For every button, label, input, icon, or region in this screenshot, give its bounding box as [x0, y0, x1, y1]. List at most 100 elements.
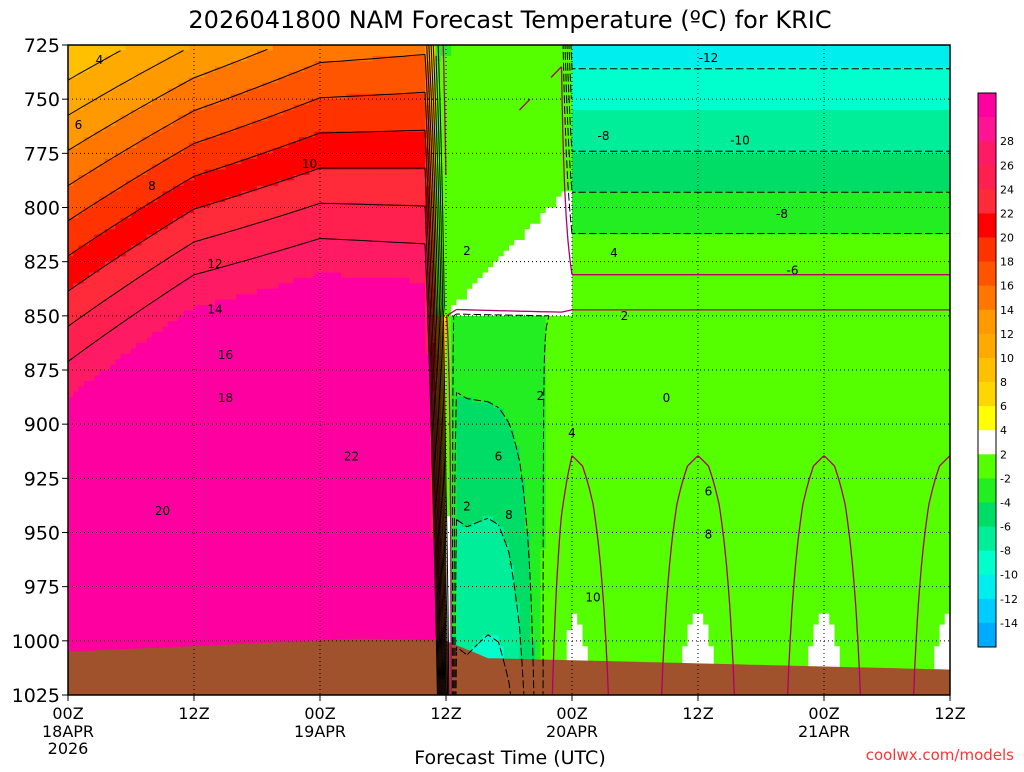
temperature-cell — [136, 110, 142, 116]
temperature-cell — [136, 197, 142, 203]
temperature-cell — [68, 587, 74, 593]
temperature-cell — [89, 375, 95, 381]
temperature-cell — [142, 229, 148, 235]
temperature-cell — [100, 180, 106, 186]
temperature-cell — [73, 343, 79, 349]
temperature-cell — [94, 289, 100, 295]
temperature-cell — [115, 533, 121, 539]
temperature-cell — [136, 641, 142, 647]
temperature-cell — [68, 576, 74, 582]
temperature-cell — [110, 386, 116, 392]
temperature-cell — [142, 538, 148, 544]
temperature-cell — [110, 99, 116, 105]
temperature-cell — [115, 208, 121, 214]
temperature-cell — [89, 446, 95, 452]
temperature-cell — [142, 619, 148, 625]
temperature-cell — [68, 229, 74, 235]
temperature-cell — [121, 191, 127, 197]
temperature-cell — [94, 484, 100, 490]
temperature-cell — [79, 592, 85, 598]
temperature-cell — [121, 527, 127, 533]
temperature-cell — [68, 440, 74, 446]
temperature-cell — [105, 478, 111, 484]
temperature-cell — [115, 598, 121, 604]
temperature-cell — [110, 164, 116, 170]
temperature-cell — [115, 197, 121, 203]
temperature-cell — [152, 608, 158, 614]
temperature-cell — [147, 625, 153, 631]
temperature-cell — [105, 175, 111, 181]
temperature-cell — [115, 235, 121, 241]
temperature-cell — [84, 327, 90, 333]
temperature-cell — [73, 403, 79, 409]
temperature-cell — [94, 424, 100, 430]
temperature-cell — [152, 489, 158, 495]
temperature-cell — [100, 224, 106, 230]
temperature-cell — [115, 522, 121, 528]
temperature-cell — [115, 489, 121, 495]
temperature-cell — [100, 153, 106, 159]
temperature-cell — [115, 126, 121, 132]
temperature-cell — [73, 137, 79, 143]
temperature-cell — [84, 538, 90, 544]
temperature-cell — [84, 191, 90, 197]
temperature-cell — [89, 78, 95, 84]
temperature-cell — [94, 603, 100, 609]
temperature-cell — [121, 262, 127, 268]
temperature-cell — [110, 397, 116, 403]
temperature-cell — [126, 83, 132, 89]
temperature-cell — [89, 419, 95, 425]
temperature-cell — [121, 175, 127, 181]
temperature-cell — [147, 386, 153, 392]
temperature-cell — [121, 608, 127, 614]
temperature-cell — [68, 197, 74, 203]
temperature-cell — [147, 148, 153, 154]
temperature-cell — [157, 614, 163, 620]
temperature-cell — [147, 321, 153, 327]
temperature-cell — [110, 522, 116, 528]
temperature-cell — [89, 283, 95, 289]
temperature-cell — [105, 170, 111, 176]
temperature-cell — [136, 88, 142, 94]
temperature-cell — [100, 430, 106, 436]
temperature-cell — [157, 489, 163, 495]
temperature-cell — [115, 625, 121, 631]
temperature-cell — [105, 137, 111, 143]
temperature-cell — [147, 256, 153, 262]
temperature-cell — [131, 305, 137, 311]
temperature-cell — [121, 310, 127, 316]
temperature-cell — [147, 511, 153, 517]
temperature-cell — [157, 278, 163, 284]
temperature-cell — [157, 570, 163, 576]
temperature-cell — [121, 273, 127, 279]
temperature-cell — [89, 50, 95, 56]
temperature-cell — [152, 121, 158, 127]
temperature-cell — [89, 581, 95, 587]
temperature-cell — [84, 533, 90, 539]
temperature-cell — [163, 180, 169, 186]
temperature-cell — [84, 121, 90, 127]
temperature-cell — [79, 202, 85, 208]
temperature-cell — [152, 522, 158, 528]
temperature-cell — [152, 576, 158, 582]
temperature-cell — [142, 110, 148, 116]
temperature-cell — [105, 305, 111, 311]
temperature-cell — [152, 240, 158, 246]
temperature-cell — [131, 294, 137, 300]
temperature-cell — [126, 554, 132, 560]
temperature-cell — [126, 592, 132, 598]
temperature-cell — [79, 446, 85, 452]
temperature-cell — [142, 354, 148, 360]
temperature-cell — [115, 440, 121, 446]
temperature-cell — [157, 440, 163, 446]
temperature-cell — [152, 603, 158, 609]
temperature-cell — [110, 354, 116, 360]
temperature-cell — [147, 608, 153, 614]
temperature-cell — [142, 505, 148, 511]
temperature-cell — [105, 641, 111, 647]
temperature-cell — [147, 94, 153, 100]
temperature-cell — [121, 121, 127, 127]
temperature-cell — [136, 603, 142, 609]
temperature-cell — [68, 435, 74, 441]
temperature-cell — [131, 338, 137, 344]
